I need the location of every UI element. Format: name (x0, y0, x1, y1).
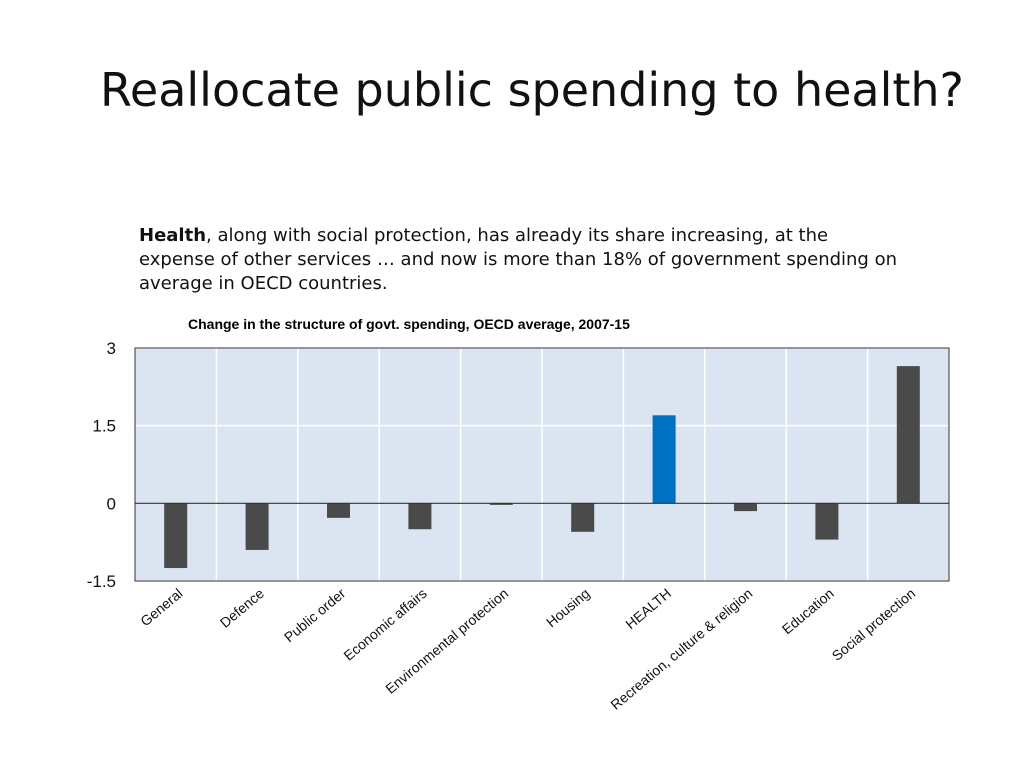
slide-title: Reallocate public spending to health? (100, 63, 964, 117)
chart-title: Change in the structure of govt. spendin… (188, 316, 630, 332)
y-tick-label: 1.5 (92, 417, 116, 436)
y-tick-label: 0 (107, 494, 116, 513)
bar-economic-affairs (408, 503, 432, 530)
x-tick-label: General (137, 585, 185, 629)
bar-defence (245, 503, 269, 550)
body-bold-term: Health (139, 225, 207, 246)
x-tick-label: Social protection (829, 585, 919, 664)
bar-public-order (327, 503, 350, 518)
body-paragraph: Health, along with social protection, ha… (139, 224, 899, 296)
y-tick-label: -1.5 (87, 572, 116, 591)
bar-education (815, 503, 839, 540)
y-tick-label: 3 (107, 339, 116, 358)
x-tick-label: Recreation, culture & religion (607, 585, 755, 713)
x-tick-label: Housing (543, 585, 593, 630)
bar-recreation-culture-religion (734, 503, 757, 512)
x-tick-label: Economic affairs (340, 585, 429, 664)
bar-social-protection (896, 366, 920, 504)
x-tick-label: Education (779, 585, 837, 637)
bar-health (652, 415, 676, 504)
x-tick-label: Public order (281, 585, 349, 645)
body-text: , along with social protection, has alre… (139, 225, 898, 294)
bar-housing (571, 503, 595, 532)
bar-environmental-protection (489, 503, 513, 505)
x-tick-label: HEALTH (622, 585, 674, 632)
plot-frame (134, 347, 950, 582)
x-tick-label: Defence (217, 585, 267, 631)
bar-general (164, 503, 188, 569)
